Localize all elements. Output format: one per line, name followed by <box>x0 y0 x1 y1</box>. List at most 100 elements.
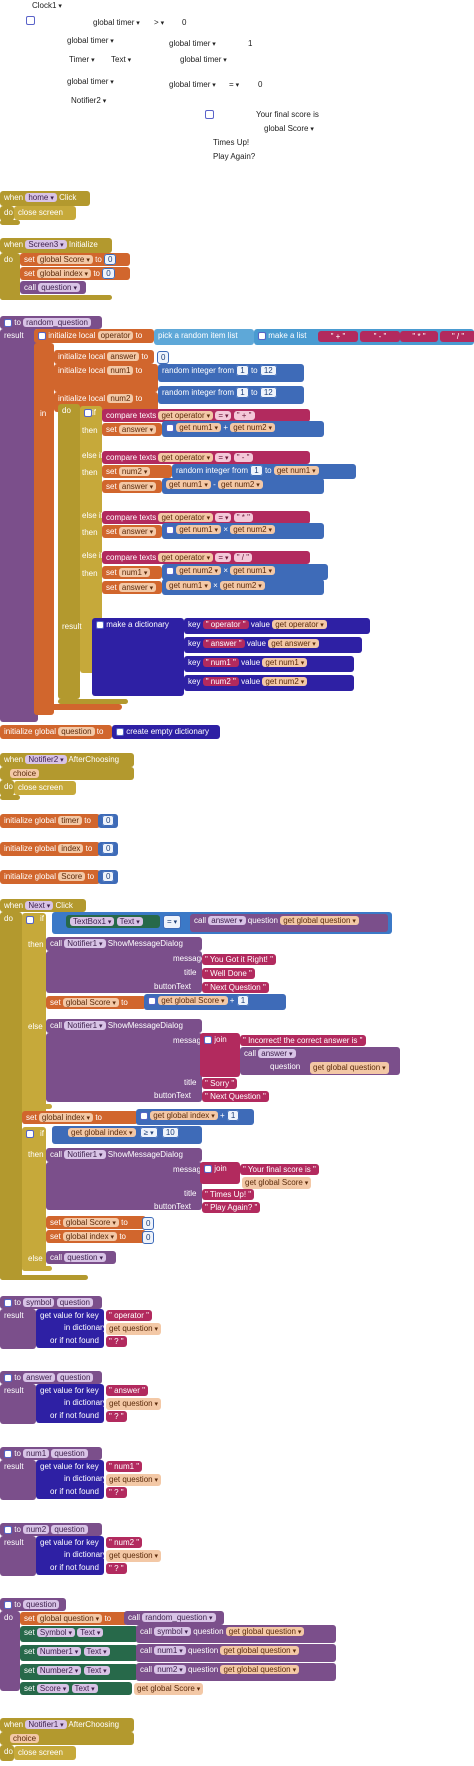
init-global-block[interactable]: initialize global Score to <box>0 870 100 884</box>
do-block[interactable]: do <box>58 404 80 699</box>
op-times[interactable]: " * " <box>400 331 438 342</box>
var-dropdown[interactable]: global index <box>36 269 92 278</box>
key-text[interactable]: " num1 " <box>106 1461 143 1472</box>
set-answer-1[interactable]: set answer <box>102 423 162 436</box>
param-choice[interactable]: choice <box>10 769 40 778</box>
call-symbol[interactable]: call symbol question get global question <box>136 1625 336 1643</box>
gear-icon[interactable] <box>258 331 266 340</box>
random-integer-num2[interactable]: random integer from 1 to 12 <box>158 386 304 404</box>
compare-op[interactable]: = <box>163 915 182 929</box>
random-integer-num1[interactable]: random integer from 1 to 12 <box>158 364 304 382</box>
get-operator[interactable]: get operator <box>158 411 214 420</box>
set-number2-text[interactable]: set Number2 Text <box>20 1664 138 1680</box>
get-num1[interactable]: get num1 <box>166 581 211 590</box>
gear-icon[interactable] <box>84 408 92 417</box>
make-dictionary-block[interactable]: make a dictionary <box>92 618 184 696</box>
ghost-clock1[interactable]: Clock1 <box>32 0 62 13</box>
compare-texts-2[interactable]: compare texts get operator = " - " <box>102 451 310 464</box>
number-value[interactable]: 0 <box>102 843 115 854</box>
proc-param[interactable]: question <box>57 1373 94 1382</box>
init-global-score[interactable]: initialize global Score to 0 <box>0 870 120 884</box>
ghost-gear-icon[interactable] <box>26 16 35 25</box>
set-symbol-text[interactable]: set Symbol Text <box>20 1626 138 1642</box>
gear-icon[interactable] <box>166 525 174 534</box>
component-dropdown[interactable]: TextBox1 <box>70 917 115 926</box>
local-name[interactable]: num2 <box>107 394 134 403</box>
key-text[interactable]: " operator " <box>202 620 249 629</box>
number-block[interactable]: 0 <box>98 814 118 828</box>
btn-text[interactable]: " Next Question " <box>202 1091 269 1102</box>
get-global-question[interactable]: get global question <box>280 916 359 925</box>
math-mul-3[interactable]: get num1 × get num2 <box>162 579 324 595</box>
compare-op[interactable]: = <box>215 411 232 420</box>
pair-num2[interactable]: key " num2 " value get num2 <box>184 675 354 691</box>
init-local-num1[interactable]: initialize local num1 to <box>54 364 158 392</box>
compare-op[interactable]: = <box>215 453 232 462</box>
ghost-timer[interactable]: Timer <box>69 54 95 67</box>
call-question[interactable]: call question <box>46 1251 116 1264</box>
proc-dropdown[interactable]: answer <box>258 1049 296 1058</box>
number-value[interactable]: 0 <box>104 254 117 265</box>
if-chain[interactable] <box>80 406 102 673</box>
get-global-question[interactable]: get global question <box>220 1665 300 1674</box>
gear-icon[interactable] <box>116 727 124 736</box>
var-dropdown[interactable]: global index <box>38 1113 94 1122</box>
get-num1[interactable]: get num1 <box>230 566 276 575</box>
compare-op[interactable]: ≥ <box>139 1127 158 1138</box>
set-answer-2[interactable]: set answer <box>102 480 162 493</box>
get-num1[interactable]: get num1 <box>273 466 319 475</box>
call-show-message-2[interactable]: call Notifier1 ShowMessageDialog <box>46 1019 202 1033</box>
number-block[interactable]: 0 <box>98 842 118 856</box>
init-global-block[interactable]: initialize global index to <box>0 842 100 856</box>
var-dropdown[interactable]: global Score <box>36 255 93 264</box>
get-global-score[interactable]: get global Score <box>134 1683 204 1695</box>
answer-init-value[interactable]: 0 <box>157 351 170 364</box>
var-dropdown[interactable]: global Score <box>62 1218 119 1227</box>
close-screen-block[interactable]: close screen <box>14 206 76 220</box>
var-dropdown[interactable]: answer <box>118 482 157 491</box>
get-operator[interactable]: get operator <box>272 620 327 629</box>
op-divide[interactable]: " / " <box>440 331 474 342</box>
proc-header[interactable]: to random_question <box>0 316 102 329</box>
get-num1[interactable]: get num1 <box>176 423 222 432</box>
component-dropdown[interactable]: Notifier1 <box>25 1720 67 1729</box>
rand-to[interactable]: 12 <box>259 387 277 398</box>
proc-dropdown[interactable]: num2 <box>154 1665 186 1674</box>
gear-icon[interactable] <box>140 1111 148 1120</box>
call-num1[interactable]: call num1 question get global question <box>136 1644 336 1662</box>
math-mul-1[interactable]: get num1 × get num2 <box>162 523 324 539</box>
get-question[interactable]: get question <box>106 1323 162 1335</box>
var-dropdown[interactable]: global Score <box>62 998 119 1007</box>
event-next-click[interactable]: when Next Click do if TextBox1 Text = ca… <box>0 899 474 1283</box>
close-screen-block[interactable]: close screen <box>14 1746 76 1760</box>
key-text[interactable]: " num1 " <box>202 658 239 667</box>
gear-icon[interactable] <box>4 1449 12 1458</box>
final-text[interactable]: " Your final score is " <box>240 1164 319 1175</box>
btn-text[interactable]: " Play Again? " <box>202 1202 261 1213</box>
gear-icon[interactable] <box>148 996 156 1005</box>
call-answer[interactable]: call answer question get global question <box>190 914 388 932</box>
prop-dropdown[interactable]: Text <box>77 1628 104 1637</box>
compare-texts-4[interactable]: compare texts get operator = " / " <box>102 551 310 564</box>
proc-name[interactable]: num1 <box>23 1449 50 1458</box>
set-index-zero[interactable]: set global index to <box>46 1230 146 1243</box>
component-dropdown[interactable]: Notifier1 <box>64 939 106 948</box>
proc-random-question[interactable]: to random_question result initialize loc… <box>0 316 474 722</box>
local-name[interactable]: num1 <box>107 366 134 375</box>
number-value[interactable]: 0 <box>102 815 115 826</box>
prop-dropdown[interactable]: Text <box>116 917 143 926</box>
component-dropdown[interactable]: Notifier1 <box>64 1150 106 1159</box>
event-header[interactable]: when Notifier2 AfterChoosing <box>0 753 134 767</box>
gear-icon[interactable] <box>26 1129 34 1138</box>
component-dropdown[interactable]: Number1 <box>36 1647 82 1656</box>
rand-from[interactable]: 1 <box>236 365 249 376</box>
join-block-2[interactable]: join <box>200 1162 240 1184</box>
event-screen3-initialize[interactable]: when Screen3 Initialize do set global Sc… <box>0 238 130 302</box>
number-value[interactable]: 0 <box>102 871 115 882</box>
get-global-score[interactable]: get global Score <box>242 1177 312 1189</box>
proc-name[interactable]: num2 <box>23 1525 50 1534</box>
ghost-text[interactable]: Text <box>111 54 131 67</box>
component-dropdown[interactable]: Notifier2 <box>25 755 67 764</box>
local-name[interactable]: answer <box>107 352 140 361</box>
component-dropdown[interactable]: Screen3 <box>25 240 67 249</box>
